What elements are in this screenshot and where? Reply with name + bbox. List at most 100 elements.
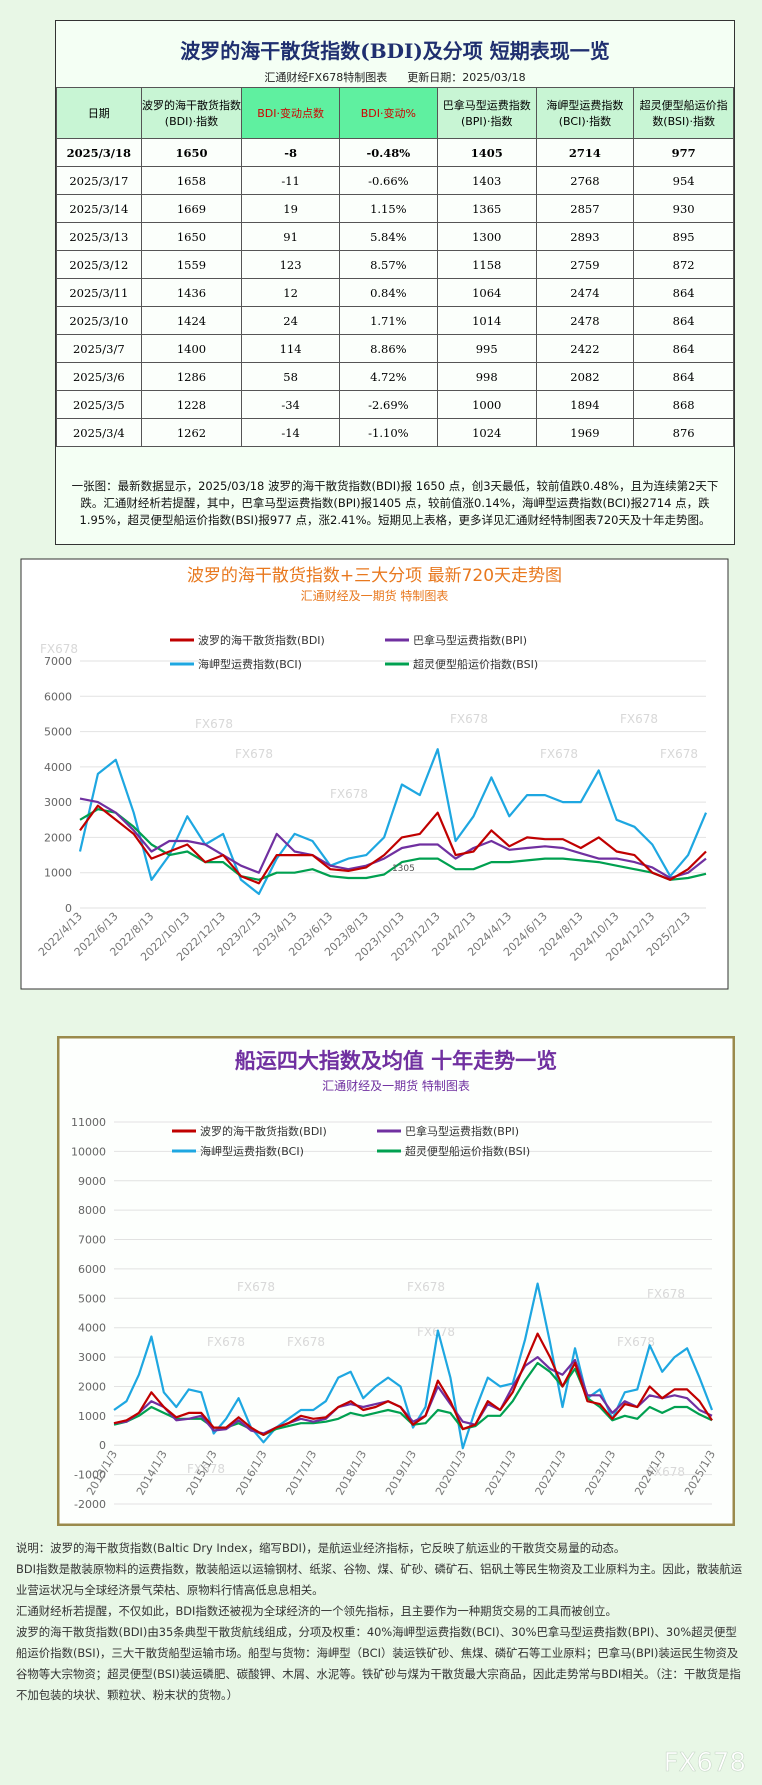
table-cell: 2025/3/12 — [56, 250, 142, 279]
explanation-paragraph: 波罗的海干散货指数(BDI)由35条典型干散货航线组成，分项及权重：40%海岬型… — [16, 1625, 741, 1702]
y-tick-label: 5000 — [78, 1292, 106, 1305]
watermark: FX678 — [664, 1748, 746, 1778]
panel-subtitle: 汇通财经FX678特制图表 更新日期：2025/03/18 — [56, 69, 734, 85]
table-cell: 1064 — [436, 278, 537, 307]
table-cell: -8 — [241, 138, 340, 167]
table-cell: 1894 — [535, 390, 635, 419]
table-cell: -14 — [241, 418, 340, 447]
y-tick-label: 0 — [99, 1439, 106, 1452]
table-cell: -34 — [241, 390, 340, 419]
table-cell: 1436 — [140, 278, 243, 307]
table-cell: 2025/3/14 — [56, 194, 142, 223]
y-tick-label: 3000 — [44, 796, 72, 809]
table-cell: 2025/3/13 — [56, 222, 142, 251]
watermark: FX678 — [660, 747, 698, 761]
table-cell: 872 — [633, 250, 734, 279]
table-cell: 2478 — [535, 306, 635, 335]
table-cell: 1365 — [436, 194, 537, 223]
watermark: FX678 — [207, 1335, 245, 1349]
panel-title: 波罗的海干散货指数(BDI)及分项 短期表现一览 — [180, 39, 610, 63]
table-cell: 954 — [633, 166, 734, 195]
table-cell: 864 — [633, 362, 734, 391]
table-cell: 977 — [633, 138, 734, 167]
table-cell: 1650 — [140, 138, 243, 167]
explanation-paragraph: BDI指数是散装原物料的运费指数，散装船运以运输钢材、纸浆、谷物、煤、矿砂、磷矿… — [16, 1562, 743, 1597]
table-row: 2025/3/4 1262 -14 -1.10% 1024 1969 876 — [56, 418, 734, 447]
y-tick-label: 10000 — [71, 1145, 106, 1158]
table-row: 2025/3/10 1424 24 1.71% 1014 2478 864 — [56, 306, 734, 335]
column-header: 海岬型运费指数(BCI)·指数 — [535, 87, 635, 139]
y-tick-label: 7000 — [44, 655, 72, 668]
table-cell: 2759 — [535, 250, 635, 279]
column-header: BDI·变动% — [338, 87, 438, 139]
y-tick-label: 7000 — [78, 1234, 106, 1247]
series-line — [113, 1356, 713, 1435]
table-cell: 4.72% — [338, 362, 438, 391]
column-header: 波罗的海干散货指数(BDI)·指数 — [140, 87, 243, 139]
table-cell: 1.15% — [338, 194, 438, 223]
table-cell: 2025/3/18 — [56, 138, 142, 167]
table-cell: 1403 — [436, 166, 537, 195]
legend-label: 巴拿马型运费指数(BPI) — [405, 1124, 519, 1138]
table-cell: -1.10% — [338, 418, 438, 447]
table-cell: 1669 — [140, 194, 243, 223]
table-row: 2025/3/7 1400 114 8.86% 995 2422 864 — [56, 334, 734, 363]
y-tick-label: -2000 — [74, 1498, 106, 1511]
table-cell: 1559 — [140, 250, 243, 279]
y-tick-label: 2000 — [44, 831, 72, 844]
y-tick-label: 8000 — [78, 1204, 106, 1217]
table-cell: 2857 — [535, 194, 635, 223]
table-cell: 2025/3/5 — [56, 390, 142, 419]
watermark: FX678 — [235, 747, 273, 761]
table-cell: -0.66% — [338, 166, 438, 195]
table-cell: 2714 — [535, 138, 635, 167]
table-cell: 930 — [633, 194, 734, 223]
table-cell: 1228 — [140, 390, 243, 419]
legend-label: 海岬型运费指数(BCI) — [200, 1144, 304, 1158]
table-cell: 2025/3/17 — [56, 166, 142, 195]
watermark: FX678 — [187, 1462, 225, 1476]
y-tick-label: 1000 — [78, 1410, 106, 1423]
table-row: 2025/3/12 1559 123 8.57% 1158 2759 872 — [56, 250, 734, 279]
table-cell: 895 — [633, 222, 734, 251]
table-row: 2025/3/17 1658 -11 -0.66% 1403 2768 954 — [56, 166, 734, 195]
table-cell: 998 — [436, 362, 537, 391]
watermark: FX678 — [617, 1335, 655, 1349]
watermark: FX678 — [330, 787, 368, 801]
table-cell: 1000 — [436, 390, 537, 419]
table-cell: 2082 — [535, 362, 635, 391]
table-cell: 8.57% — [338, 250, 438, 279]
chart-frame — [20, 558, 729, 990]
table-cell: 2422 — [535, 334, 635, 363]
series-line — [79, 808, 707, 881]
table-cell: 2025/3/10 — [56, 306, 142, 335]
watermark: FX678 — [287, 1335, 325, 1349]
y-tick-label: 6000 — [44, 690, 72, 703]
table-row: 2025/3/5 1228 -34 -2.69% 1000 1894 868 — [56, 390, 734, 419]
y-tick-label: 5000 — [44, 726, 72, 739]
table-cell: 1.71% — [338, 306, 438, 335]
chart-subtitle: 汇通财经及一期货 特制图表 — [301, 588, 449, 603]
y-tick-label: 4000 — [78, 1322, 106, 1335]
table-cell: 91 — [241, 222, 340, 251]
chart-frame — [57, 1036, 735, 1526]
table-cell: 1286 — [140, 362, 243, 391]
chart-subtitle: 汇通财经及一期货 特制图表 — [322, 1078, 470, 1093]
table-cell: 1158 — [436, 250, 537, 279]
table-cell: 123 — [241, 250, 340, 279]
table-cell: 864 — [633, 334, 734, 363]
series-line — [78, 748, 708, 895]
annotation: 1305 — [392, 864, 415, 874]
y-tick-label: 6000 — [78, 1263, 106, 1276]
legend-label: 巴拿马型运费指数(BPI) — [413, 633, 527, 647]
watermark: FX678 — [40, 642, 78, 656]
watermark: FX678 — [540, 747, 578, 761]
table-cell: 2025/3/11 — [56, 278, 142, 307]
table-cell: -11 — [241, 166, 340, 195]
table-cell: 2025/3/7 — [56, 334, 142, 363]
watermark: FX678 — [450, 712, 488, 726]
table-cell: 864 — [633, 278, 734, 307]
table-cell: 864 — [633, 306, 734, 335]
chart-title: 船运四大指数及均值 十年走势一览 — [235, 1049, 557, 1073]
